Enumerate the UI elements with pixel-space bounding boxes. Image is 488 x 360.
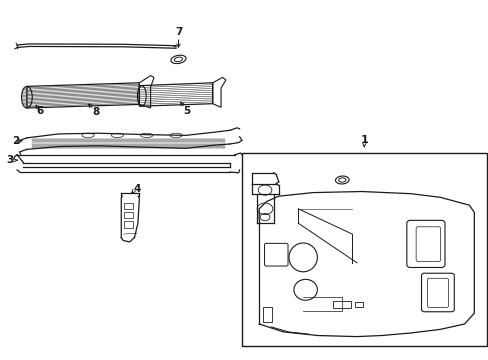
Bar — [123, 212, 133, 218]
Text: 7: 7 — [174, 27, 182, 37]
Bar — [354, 302, 363, 307]
Bar — [263, 307, 271, 322]
Text: 8: 8 — [93, 107, 100, 117]
Text: 3: 3 — [6, 155, 13, 165]
Text: 1: 1 — [360, 135, 367, 145]
Bar — [242, 153, 486, 346]
Bar — [123, 203, 133, 209]
Text: 2: 2 — [13, 136, 20, 146]
Bar — [123, 221, 133, 228]
Text: 5: 5 — [183, 105, 190, 116]
Bar — [332, 301, 350, 308]
Text: 6: 6 — [37, 105, 43, 116]
Text: 4: 4 — [133, 184, 141, 194]
